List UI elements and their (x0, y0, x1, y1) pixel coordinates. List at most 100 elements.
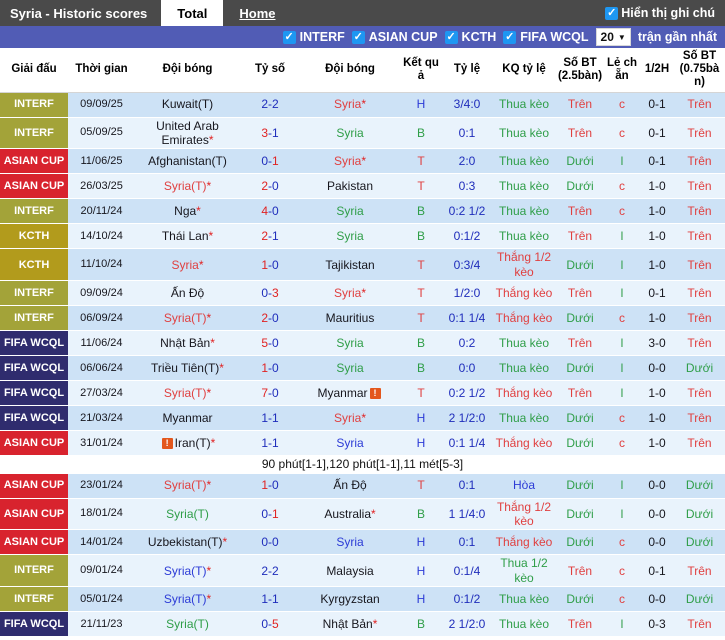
score-home: 0 (261, 286, 268, 301)
cell-halftime: 0-0 (640, 355, 674, 382)
cell-handicap-result: Thua kèo (492, 223, 556, 250)
cell-goals-075: Trên (674, 148, 725, 175)
cell-odd-even: c (604, 198, 640, 225)
cell-date: 14/10/24 (68, 223, 135, 250)
show-notes-toggle[interactable]: ✓ Hiển thị ghi chú (605, 0, 725, 26)
tab-home[interactable]: Home (239, 5, 276, 21)
cell-home-team: ! Iran(T)* (135, 430, 240, 457)
score-away: 0 (272, 535, 279, 550)
cell-odd-even: l (604, 498, 640, 531)
cell-odds: 0:1/4 (442, 554, 492, 588)
away-team-name: Syria (333, 154, 362, 169)
cell-handicap-result: Thua kèo (492, 405, 556, 432)
cell-halftime: 1-0 (640, 198, 674, 225)
score-away: 5 (272, 616, 279, 631)
league-badge: FIFA WCQL (0, 330, 68, 357)
checkbox-checked-icon[interactable]: ✓ (351, 30, 365, 44)
cell-away-team: Syria (300, 430, 400, 457)
filter-kcth[interactable]: ✓ KCTH (444, 30, 497, 44)
checkbox-checked-icon[interactable]: ✓ (282, 30, 296, 44)
cell-away-team: Mauritius (300, 305, 400, 332)
cell-date: 09/01/24 (68, 554, 135, 588)
filter-interf[interactable]: ✓ INTERF (282, 30, 345, 44)
league-badge: INTERF (0, 92, 68, 118)
header-result: Kết quả (400, 48, 442, 93)
score-home: 2 (261, 179, 268, 194)
table-row: FIFA WCQL 21/11/23 Syria(T) 0-5 Nhật Bản* B 2 … (0, 611, 725, 638)
cell-result: B (400, 355, 442, 382)
cell-odd-even: c (604, 92, 640, 118)
cell-odd-even: l (604, 280, 640, 307)
away-team-name: Australia (324, 506, 371, 521)
favorite-star: * (210, 336, 215, 351)
cell-halftime: 1-0 (640, 173, 674, 200)
note-icon: ! (369, 388, 381, 400)
score-away: 1 (272, 125, 279, 140)
table-row: INTERF 20/11/24 Nga* 4-0 Syria B 0:2 1/2 Thua k… (0, 198, 725, 225)
header-away-team: Đội bóng (300, 48, 400, 93)
cell-handicap-result: Hòa (492, 473, 556, 499)
filter-bar: ✓ INTERF ✓ ASIAN CUP ✓ KCTH ✓ FIFA WCQL … (0, 26, 725, 48)
cell-goals-25: Trên (556, 611, 604, 638)
cell-goals-25: Dưới (556, 586, 604, 613)
away-team-name: Syria (336, 361, 364, 376)
cell-date: 05/09/25 (68, 117, 135, 150)
cell-result: B (400, 330, 442, 357)
home-team-name: Uzbekistan(T) (147, 535, 223, 550)
cell-date: 27/03/24 (68, 380, 135, 407)
cell-result: T (400, 380, 442, 407)
title-bar: Syria - Historic scores Total Home ✓ Hiể… (0, 0, 725, 26)
cell-score: 1-1 (240, 405, 300, 432)
score-away: 1 (272, 591, 279, 606)
table-row: INTERF 09/01/24 Syria(T)* 2-2 Malaysia H 0:1/4… (0, 554, 725, 588)
cell-handicap-result: Thắng kèo (492, 380, 556, 407)
cell-odds: 0:1 1/4 (442, 305, 492, 332)
cell-score: 1-1 (240, 586, 300, 613)
tab-total[interactable]: Total (161, 0, 224, 26)
cell-handicap-result: Thắng kèo (492, 305, 556, 332)
cell-odd-even: c (604, 173, 640, 200)
checkbox-checked-icon[interactable]: ✓ (605, 6, 619, 20)
home-team-name: Nhật Bản (160, 336, 211, 351)
cell-away-team: Pakistan (300, 173, 400, 200)
table-row: ASIAN CUP 11/06/25 Afghanistan(T) 0-1 Syria*… (0, 148, 725, 175)
cell-handicap-result: Thua kèo (492, 355, 556, 382)
away-team-name: Syria (336, 204, 364, 219)
score-away: 0 (272, 361, 279, 376)
table-row: FIFA WCQL 21/03/24 Myanmar 1-1 Syria* H 2 1/2:… (0, 405, 725, 432)
cell-handicap-result: Thua kèo (492, 330, 556, 357)
cell-goals-25: Dưới (556, 248, 604, 282)
cell-halftime: 1-0 (640, 305, 674, 332)
score-dash: - (268, 616, 272, 631)
cell-score: 0-5 (240, 611, 300, 638)
cell-odd-even: l (604, 611, 640, 638)
league-badge: INTERF (0, 554, 68, 588)
header-goals-075: Số BT (0.75bàn) (674, 48, 725, 93)
filter-fifa-wcql[interactable]: ✓ FIFA WCQL (503, 30, 589, 44)
favorite-star: * (206, 311, 212, 326)
cell-odds: 2:0 (442, 148, 492, 175)
cell-odd-even: c (604, 529, 640, 556)
league-badge: FIFA WCQL (0, 380, 68, 407)
cell-goals-25: Trên (556, 330, 604, 357)
cell-score: 2-0 (240, 173, 300, 200)
favorite-star: * (219, 361, 224, 376)
table-row: ASIAN CUP 31/01/24! Iran(T)* 1-1 Syria H 0:1 1… (0, 430, 725, 457)
cell-goals-25: Trên (556, 554, 604, 588)
header-time: Thời gian (68, 48, 135, 93)
favorite-star: * (361, 286, 366, 301)
checkbox-checked-icon[interactable]: ✓ (503, 30, 517, 44)
away-team-name: Pakistan (326, 179, 374, 194)
cell-halftime: 0-3 (640, 611, 674, 638)
recent-count-select[interactable]: 20 ▼ (595, 28, 631, 46)
filter-asian-cup[interactable]: ✓ ASIAN CUP (351, 30, 438, 44)
historic-scores-table: Giải đấu Thời gian Đội bóng Tỷ số Đội bó… (0, 48, 725, 638)
cell-date: 21/11/23 (68, 611, 135, 638)
cell-goals-075: Trên (674, 223, 725, 250)
chevron-down-icon: ▼ (617, 32, 626, 42)
cell-result: T (400, 248, 442, 282)
checkbox-checked-icon[interactable]: ✓ (444, 30, 458, 44)
home-team-name: Syria(T) (163, 311, 207, 326)
score-away: 1 (272, 436, 279, 451)
cell-odds: 0:1/2 (442, 223, 492, 250)
